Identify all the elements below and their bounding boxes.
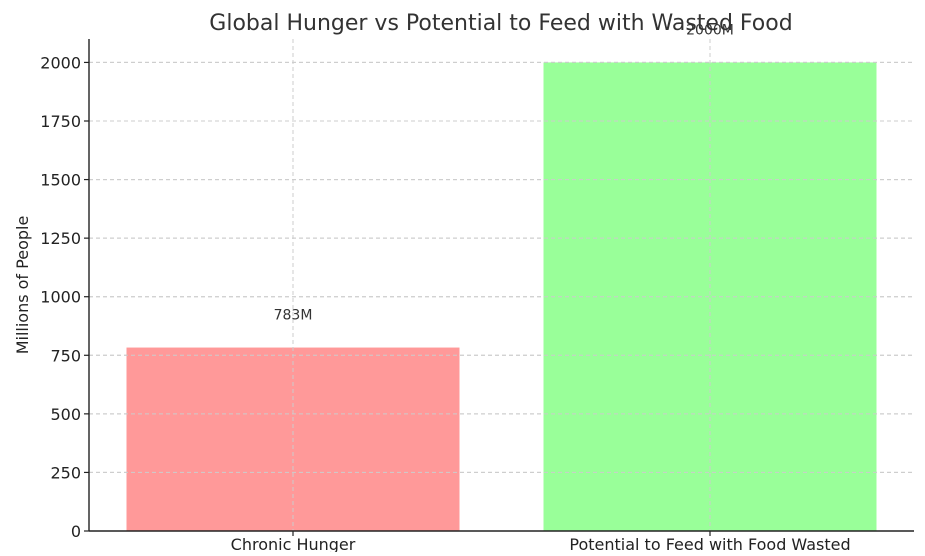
y-tick-label-0: 0 xyxy=(71,522,81,541)
y-tick-label-7: 1750 xyxy=(40,112,81,131)
labels: 0 250 500 750 1000 1250 1500 1750 2000 Chronic Hu… xyxy=(40,22,850,554)
y-tick-label-6: 1500 xyxy=(40,171,81,190)
data-label-1: 2000M xyxy=(686,22,734,38)
y-tick-label-4: 1000 xyxy=(40,288,81,307)
x-tick-label-0: Chronic Hunger xyxy=(231,535,356,552)
y-axis-label: Millions of People xyxy=(13,216,32,355)
chart-title: Global Hunger vs Potential to Feed with … xyxy=(209,11,792,36)
axes xyxy=(84,39,914,536)
bars xyxy=(89,39,914,532)
data-label-0: 783M xyxy=(274,308,313,324)
y-tick-label-8: 2000 xyxy=(40,53,81,72)
y-tick-label-2: 500 xyxy=(50,405,81,424)
y-tick-label-3: 750 xyxy=(50,346,81,365)
x-tick-label-1: Potential to Feed with Food Wasted xyxy=(569,535,850,552)
y-tick-label-1: 250 xyxy=(50,463,81,482)
y-tick-label-5: 1250 xyxy=(40,229,81,248)
